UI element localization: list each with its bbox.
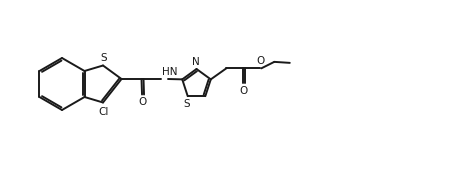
Text: Cl: Cl: [99, 107, 109, 117]
Text: O: O: [138, 97, 147, 107]
Text: N: N: [192, 57, 200, 67]
Text: S: S: [183, 99, 189, 109]
Text: HN: HN: [162, 67, 178, 77]
Text: S: S: [100, 53, 107, 63]
Text: O: O: [256, 56, 265, 66]
Text: O: O: [240, 86, 248, 96]
